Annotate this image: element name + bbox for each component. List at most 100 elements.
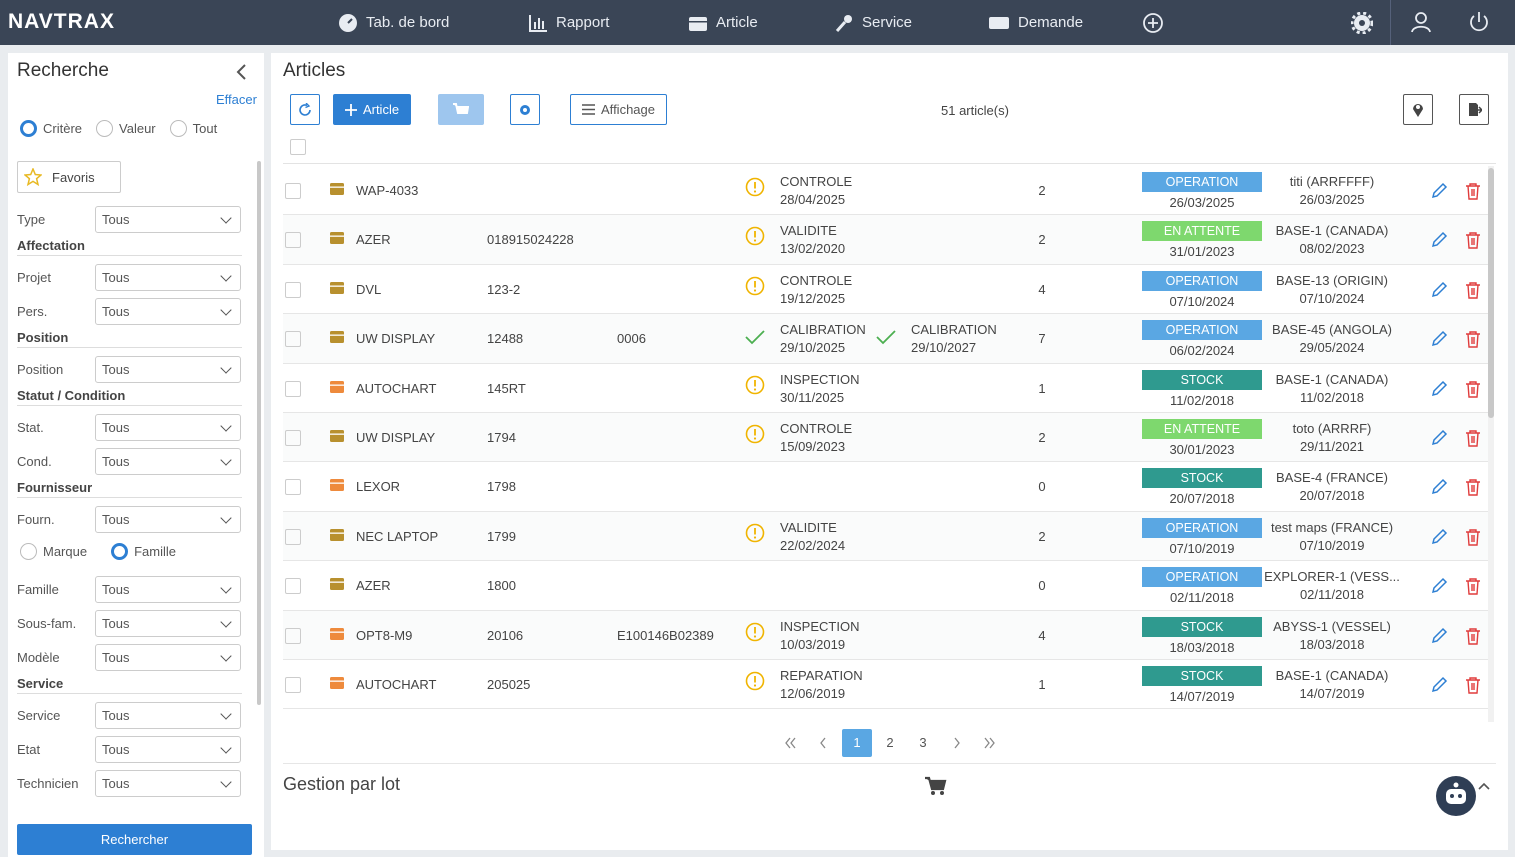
table-row[interactable]: AZER18000OPERATION02/11/2018EXPLORER-1 (…: [283, 561, 1489, 610]
filter-select[interactable]: Tous: [95, 298, 241, 325]
filter-select[interactable]: Tous: [95, 736, 241, 763]
item-icon: [329, 676, 345, 690]
edit-icon[interactable]: [1430, 429, 1448, 447]
table-row[interactable]: WAP-4033CONTROLE28/04/20252OPERATION26/0…: [283, 166, 1489, 215]
row-checkbox[interactable]: [285, 479, 301, 495]
filter-select[interactable]: Tous: [95, 702, 241, 729]
row-checkbox[interactable]: [285, 381, 301, 397]
page-number[interactable]: 1: [842, 729, 872, 757]
table-row[interactable]: AZER018915024228VALIDITE13/02/20202EN AT…: [283, 215, 1489, 264]
next-page[interactable]: [942, 729, 972, 757]
edit-icon[interactable]: [1430, 330, 1448, 348]
settings-icon[interactable]: [1351, 12, 1373, 34]
filter-select[interactable]: Tous: [95, 414, 241, 441]
cart-icon[interactable]: [925, 776, 947, 796]
row-checkbox[interactable]: [285, 282, 301, 298]
service-state-icon: [745, 327, 765, 347]
reference: 1798: [487, 479, 516, 494]
favorites-button[interactable]: Favoris: [17, 161, 121, 193]
clear-link[interactable]: Effacer: [216, 92, 257, 107]
delete-icon[interactable]: [1465, 281, 1481, 299]
edit-icon[interactable]: [1430, 676, 1448, 694]
search-button[interactable]: Rechercher: [17, 824, 252, 855]
previous-page[interactable]: [808, 729, 838, 757]
delete-icon[interactable]: [1465, 231, 1481, 249]
status-date: 26/03/2025: [1142, 195, 1262, 210]
item-icon: [329, 330, 345, 344]
position-date: 02/11/2018: [1252, 587, 1412, 602]
edit-icon[interactable]: [1430, 281, 1448, 299]
delete-icon[interactable]: [1465, 182, 1481, 200]
table-row[interactable]: DVL123-2CONTROLE19/12/20254OPERATION07/1…: [283, 265, 1489, 314]
first-page[interactable]: [776, 729, 806, 757]
filter-select[interactable]: Tous: [95, 644, 241, 671]
row-checkbox[interactable]: [285, 628, 301, 644]
overdue-count: 0: [1033, 578, 1051, 593]
filter-select[interactable]: Tous: [95, 610, 241, 637]
filter-select[interactable]: Tous: [95, 206, 241, 233]
row-checkbox[interactable]: [285, 331, 301, 347]
filter-select[interactable]: Tous: [95, 448, 241, 475]
table-row[interactable]: AUTOCHART205025REPARATION12/06/20191STOC…: [283, 660, 1489, 709]
add-nav-icon[interactable]: [1142, 12, 1164, 34]
filter-select[interactable]: Tous: [95, 264, 241, 291]
edit-icon[interactable]: [1430, 182, 1448, 200]
page-number[interactable]: 3: [908, 729, 938, 757]
row-checkbox[interactable]: [285, 232, 301, 248]
delete-icon[interactable]: [1465, 429, 1481, 447]
table-row[interactable]: OPT8-M920106E100146B02389INSPECTION10/03…: [283, 611, 1489, 660]
status-badge: OPERATION: [1142, 172, 1262, 192]
delete-icon[interactable]: [1465, 577, 1481, 595]
radio-option[interactable]: Valeur: [96, 120, 156, 137]
service-type: CONTROLE: [780, 421, 852, 436]
radio-circle: [20, 543, 37, 560]
edit-icon[interactable]: [1430, 627, 1448, 645]
delete-icon[interactable]: [1465, 627, 1481, 645]
edit-icon[interactable]: [1430, 528, 1448, 546]
edit-icon[interactable]: [1430, 478, 1448, 496]
reference: 1794: [487, 430, 516, 445]
logout-icon[interactable]: [1468, 11, 1490, 33]
radio-option[interactable]: Marque: [20, 543, 87, 560]
service-state-icon: [876, 327, 896, 347]
radio-option[interactable]: Famille: [111, 543, 176, 560]
reference: 1800: [487, 578, 516, 593]
radio-circle: [170, 120, 187, 137]
filter-select[interactable]: Tous: [95, 356, 241, 383]
nav-label: Service: [862, 14, 912, 31]
delete-icon[interactable]: [1465, 380, 1481, 398]
table-row[interactable]: NEC LAPTOP1799VALIDITE22/02/20242OPERATI…: [283, 512, 1489, 561]
row-checkbox[interactable]: [285, 677, 301, 693]
filter-select[interactable]: Tous: [95, 770, 241, 797]
row-checkbox[interactable]: [285, 578, 301, 594]
row-checkbox[interactable]: [285, 430, 301, 446]
table-row[interactable]: AUTOCHART145RTINSPECTION30/11/20251STOCK…: [283, 364, 1489, 413]
logo[interactable]: NAVTRAX: [8, 10, 115, 34]
row-checkbox[interactable]: [285, 183, 301, 199]
filter-select[interactable]: Tous: [95, 506, 241, 533]
radio-option[interactable]: Critère: [20, 120, 82, 137]
radio-option[interactable]: Tout: [170, 120, 218, 137]
collapse-icon[interactable]: [234, 63, 250, 81]
position-name: BASE-45 (ANGOLA): [1252, 322, 1412, 337]
table-row[interactable]: LEXOR17980STOCK20/07/2018BASE-4 (FRANCE)…: [283, 462, 1489, 511]
overdue-count: 1: [1033, 677, 1051, 692]
delete-icon[interactable]: [1465, 528, 1481, 546]
edit-icon[interactable]: [1430, 231, 1448, 249]
filter-label: Cond.: [17, 454, 52, 469]
position-date: 07/10/2019: [1252, 538, 1412, 553]
last-page[interactable]: [974, 729, 1004, 757]
filter-label: Sous-fam.: [17, 616, 76, 631]
edit-icon[interactable]: [1430, 380, 1448, 398]
table-row[interactable]: UW DISPLAY124880006CALIBRATION29/10/2025…: [283, 314, 1489, 363]
delete-icon[interactable]: [1465, 676, 1481, 694]
filter-select[interactable]: Tous: [95, 576, 241, 603]
delete-icon[interactable]: [1465, 330, 1481, 348]
delete-icon[interactable]: [1465, 478, 1481, 496]
assistant-bot[interactable]: [1435, 775, 1495, 819]
edit-icon[interactable]: [1430, 577, 1448, 595]
row-checkbox[interactable]: [285, 529, 301, 545]
user-icon[interactable]: [1410, 11, 1432, 33]
page-number[interactable]: 2: [875, 729, 905, 757]
table-row[interactable]: UW DISPLAY1794CONTROLE15/09/20232EN ATTE…: [283, 413, 1489, 462]
